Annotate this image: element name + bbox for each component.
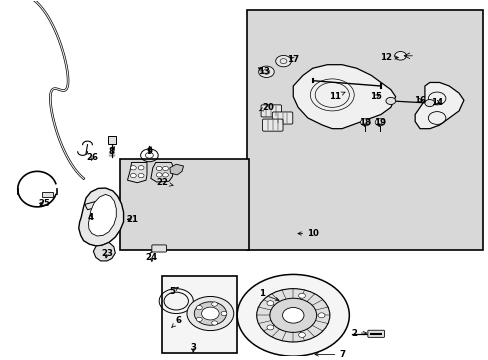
- Polygon shape: [169, 164, 183, 175]
- Circle shape: [282, 307, 304, 323]
- Text: 17: 17: [286, 55, 299, 64]
- Circle shape: [256, 289, 329, 342]
- Circle shape: [374, 119, 384, 126]
- Circle shape: [360, 119, 369, 126]
- Text: 9: 9: [146, 147, 152, 156]
- Text: 24: 24: [145, 253, 158, 262]
- Text: 13: 13: [258, 67, 269, 76]
- Circle shape: [201, 307, 219, 320]
- Circle shape: [237, 274, 348, 356]
- Text: 21: 21: [126, 215, 138, 224]
- Text: 14: 14: [430, 98, 442, 107]
- FancyBboxPatch shape: [272, 112, 292, 124]
- Circle shape: [275, 55, 291, 67]
- Circle shape: [298, 332, 305, 337]
- Circle shape: [221, 311, 226, 316]
- Bar: [108, 136, 116, 144]
- Text: 12: 12: [379, 53, 397, 62]
- Circle shape: [138, 166, 144, 170]
- Circle shape: [196, 317, 202, 321]
- Circle shape: [394, 51, 406, 60]
- Circle shape: [318, 313, 325, 318]
- Circle shape: [266, 301, 273, 306]
- Circle shape: [138, 174, 144, 178]
- Text: 4: 4: [88, 213, 94, 222]
- Circle shape: [130, 166, 136, 170]
- Circle shape: [424, 99, 434, 107]
- Text: 19: 19: [373, 118, 385, 127]
- Bar: [120, 159, 249, 249]
- Text: 2: 2: [350, 329, 366, 338]
- Text: 11: 11: [328, 92, 345, 101]
- Text: 7: 7: [314, 350, 345, 359]
- FancyBboxPatch shape: [261, 105, 281, 117]
- Text: 22: 22: [156, 178, 173, 187]
- FancyBboxPatch shape: [367, 330, 384, 337]
- Text: 3: 3: [190, 343, 196, 352]
- Text: 25: 25: [39, 199, 50, 208]
- FancyBboxPatch shape: [262, 119, 283, 131]
- Text: 23: 23: [101, 249, 113, 258]
- Circle shape: [156, 166, 162, 171]
- Circle shape: [162, 173, 168, 177]
- Text: 18: 18: [359, 118, 371, 127]
- Circle shape: [266, 325, 273, 330]
- Polygon shape: [414, 82, 463, 129]
- Bar: [161, 276, 237, 353]
- Circle shape: [211, 302, 217, 306]
- Circle shape: [385, 98, 395, 104]
- Polygon shape: [93, 242, 115, 261]
- Polygon shape: [293, 65, 395, 129]
- Bar: [42, 192, 53, 197]
- Text: 8: 8: [109, 147, 115, 156]
- Text: 16: 16: [413, 96, 425, 105]
- Circle shape: [258, 66, 274, 77]
- Bar: [246, 10, 483, 249]
- Circle shape: [211, 321, 217, 325]
- Circle shape: [298, 293, 305, 298]
- Bar: [84, 201, 99, 210]
- Text: 20: 20: [259, 103, 273, 112]
- Text: 6: 6: [171, 316, 182, 327]
- Circle shape: [194, 302, 226, 325]
- Circle shape: [186, 297, 233, 330]
- Circle shape: [156, 173, 162, 177]
- Polygon shape: [88, 194, 116, 236]
- Text: 15: 15: [369, 92, 381, 101]
- Text: 1: 1: [258, 289, 278, 301]
- Text: 26: 26: [86, 153, 98, 162]
- Circle shape: [130, 174, 136, 178]
- Circle shape: [162, 166, 168, 171]
- Polygon shape: [151, 162, 173, 182]
- Polygon shape: [127, 162, 147, 183]
- Polygon shape: [79, 188, 123, 246]
- FancyBboxPatch shape: [152, 245, 166, 252]
- Text: 5: 5: [169, 287, 178, 296]
- Text: 10: 10: [297, 229, 318, 238]
- Circle shape: [196, 306, 202, 310]
- Circle shape: [269, 298, 316, 332]
